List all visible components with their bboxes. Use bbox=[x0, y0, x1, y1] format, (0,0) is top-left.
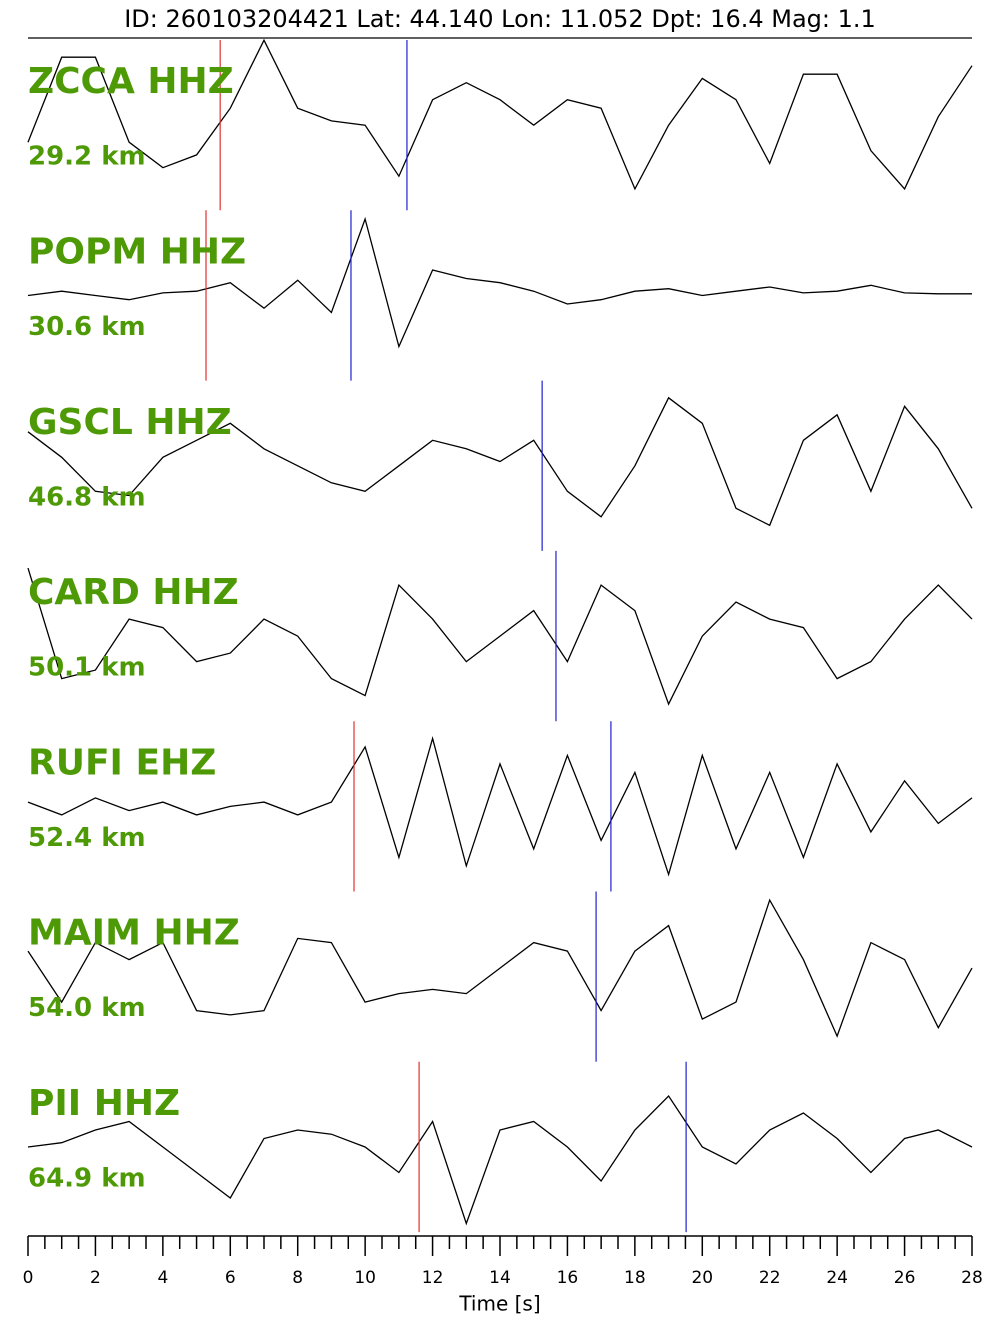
x-axis-label: Time [s] bbox=[458, 1292, 540, 1316]
chart-title: ID: 260103204421 Lat: 44.140 Lon: 11.052… bbox=[124, 5, 876, 33]
x-tick-label: 20 bbox=[691, 1268, 713, 1288]
distance-label: 54.0 km bbox=[28, 993, 146, 1023]
x-tick-label: 24 bbox=[826, 1268, 848, 1288]
distance-label: 30.6 km bbox=[28, 312, 146, 342]
distance-label: 64.9 km bbox=[28, 1163, 146, 1193]
distance-label: 29.2 km bbox=[28, 142, 146, 172]
x-tick-label: 26 bbox=[894, 1268, 916, 1288]
distance-label: 50.1 km bbox=[28, 653, 146, 683]
x-tick-label: 16 bbox=[557, 1268, 579, 1288]
distance-label: 46.8 km bbox=[28, 482, 146, 512]
x-tick-label: 14 bbox=[489, 1268, 511, 1288]
waveform bbox=[27, 396, 973, 527]
station-name: CARD HHZ bbox=[28, 572, 239, 613]
station-name: POPM HHZ bbox=[28, 231, 246, 272]
station-name: GSCL HHZ bbox=[28, 402, 232, 443]
x-tick-label: 6 bbox=[225, 1268, 236, 1288]
x-tick-label: 4 bbox=[157, 1268, 168, 1288]
waveform bbox=[27, 735, 973, 877]
x-tick-label: 2 bbox=[90, 1268, 101, 1288]
x-tick-label: 10 bbox=[354, 1268, 376, 1288]
station-name: PII HHZ bbox=[28, 1083, 180, 1124]
station-name: MAIM HHZ bbox=[28, 913, 240, 954]
waveform bbox=[27, 1094, 973, 1226]
waveform bbox=[27, 567, 973, 706]
x-tick-label: 12 bbox=[422, 1268, 444, 1288]
x-tick-label: 28 bbox=[961, 1268, 983, 1288]
x-tick-label: 0 bbox=[23, 1268, 34, 1288]
waveform bbox=[27, 38, 973, 191]
distance-label: 52.4 km bbox=[28, 823, 146, 853]
waveform bbox=[27, 898, 973, 1038]
station-name: RUFI EHZ bbox=[28, 742, 216, 783]
x-tick-label: 8 bbox=[292, 1268, 303, 1288]
station-name: ZCCA HHZ bbox=[28, 61, 234, 102]
x-tick-label: 22 bbox=[759, 1268, 781, 1288]
x-tick-label: 18 bbox=[624, 1268, 646, 1288]
waveform bbox=[27, 216, 972, 349]
